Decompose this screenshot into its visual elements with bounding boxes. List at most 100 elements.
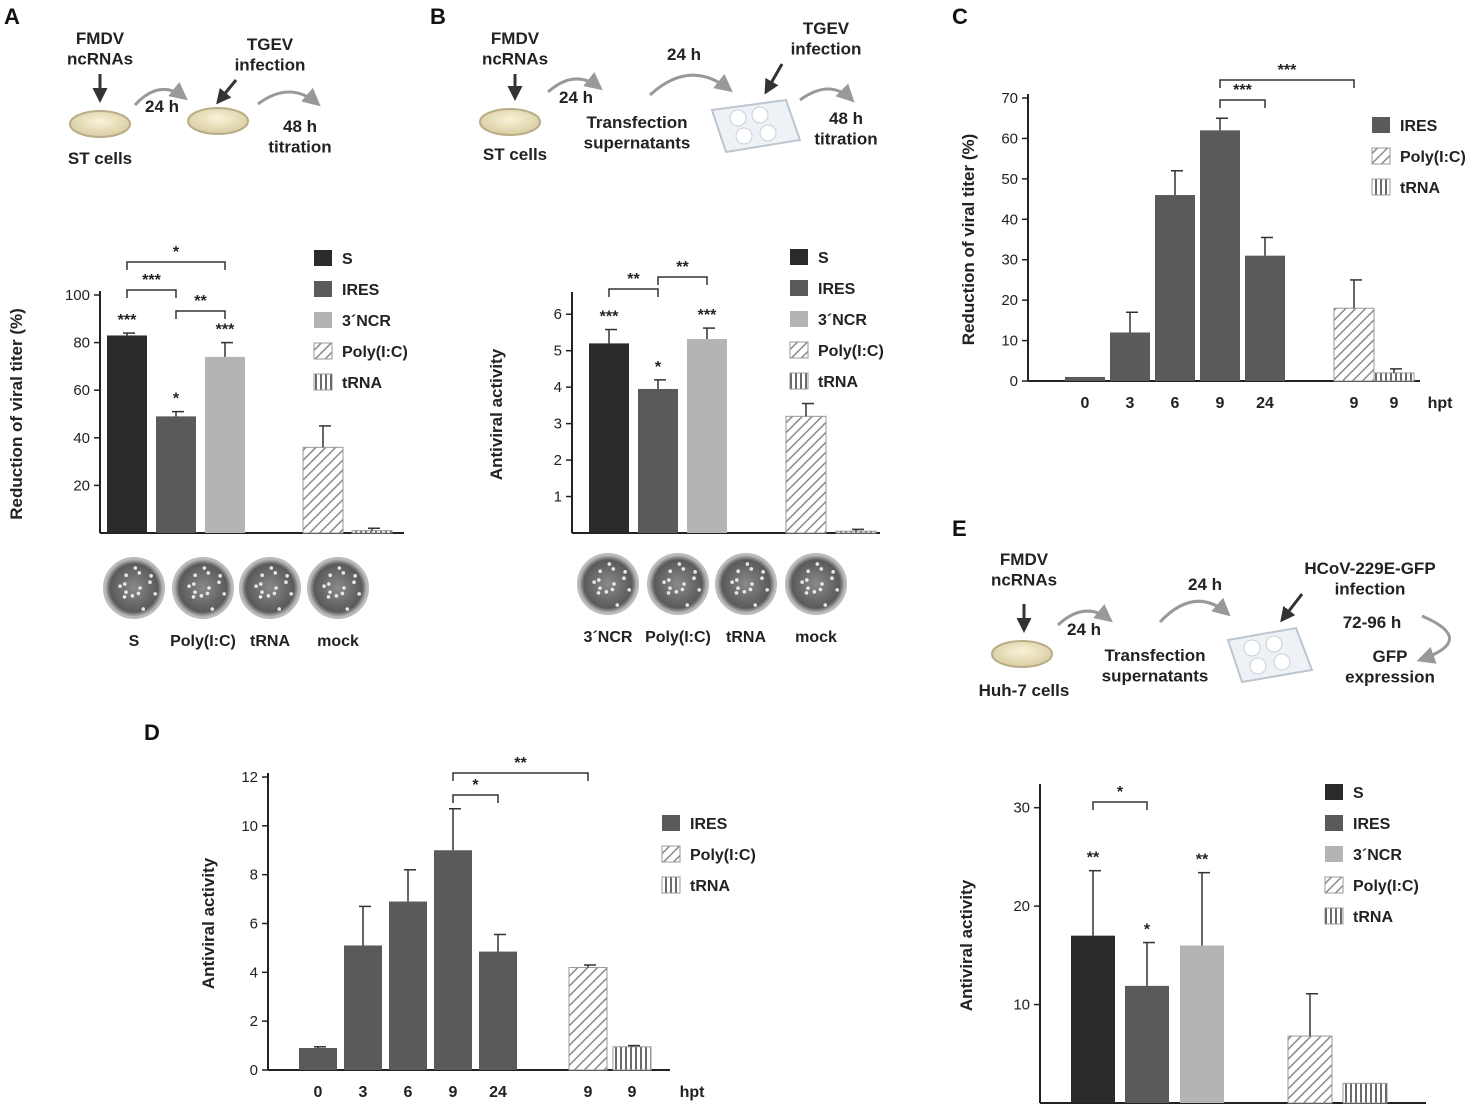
legend-label: IRES [342, 282, 380, 299]
significance-label: * [1144, 922, 1151, 939]
bracket-line [452, 772, 589, 781]
plaque-well [103, 557, 165, 619]
plaque-dot [627, 588, 632, 592]
petri-dish-icon [187, 107, 249, 135]
plaque-dot [668, 586, 672, 590]
plaque-dot [674, 590, 679, 594]
schematic-a: A FMDV ncRNAs ST cells 24 h TGEV infection… [4, 4, 332, 168]
bracket-line [1219, 79, 1355, 88]
y-tick-label: 4 [250, 964, 258, 981]
plaque-dot [623, 570, 627, 574]
legend-label: S [342, 251, 353, 268]
infection-label: TGEV infection [235, 35, 306, 74]
y-tick-label: 3 [554, 416, 562, 433]
legend-label: tRNA [818, 374, 858, 391]
schematic-b: B FMDV ncRNAs ST cells 24 h Transfection s… [430, 4, 878, 164]
x-tick-label: 9 [1216, 395, 1225, 412]
bar [568, 966, 608, 1071]
plaque-dot [818, 587, 823, 592]
panel-label-e: E [952, 516, 967, 541]
legend-label: Poly(I:C) [690, 847, 756, 864]
plaque-dot [607, 562, 612, 566]
y-tick-label: 5 [554, 343, 562, 360]
plaque-dot [148, 580, 152, 585]
x-tick-label: 6 [404, 1084, 413, 1101]
legend-swatch [313, 373, 333, 391]
plaque-dot [153, 592, 158, 596]
plaque-dot [206, 571, 211, 575]
plaque-label: mock [795, 629, 837, 646]
plaque-dot [133, 566, 138, 570]
legend-swatch [1325, 815, 1343, 831]
bar-trna [612, 1044, 652, 1071]
bar [1200, 130, 1240, 381]
plaque-dot [598, 586, 602, 590]
plaque-image [785, 553, 847, 615]
bracket-line [1092, 801, 1148, 810]
plaque-dot [596, 591, 601, 595]
legend-label: S [818, 250, 829, 267]
x-unit-label: hpt [680, 1084, 706, 1101]
bar [107, 335, 147, 533]
x-tick-label: 24 [489, 1084, 507, 1101]
bracket-significance: ** [627, 271, 640, 288]
bar-polyic [302, 425, 344, 534]
bar-trna [1342, 1082, 1388, 1104]
bracket-significance: ** [514, 755, 527, 772]
plaque-image [172, 557, 234, 619]
bracket-significance: *** [1278, 62, 1297, 79]
bracket-significance: *** [142, 272, 161, 289]
legend-swatch [790, 280, 808, 296]
plaque-dot [207, 586, 211, 590]
bar-ires [1065, 376, 1105, 381]
plaque-dot [192, 582, 196, 586]
legend-swatch [1325, 846, 1343, 862]
plaque-dot [274, 586, 278, 590]
plaque-dot [800, 580, 804, 584]
bar-3ncr: ** [1180, 852, 1224, 1103]
cells-label: ST cells [68, 149, 132, 168]
plaque-label: Poly(I:C) [170, 633, 236, 650]
plaque-label: tRNA [250, 633, 290, 650]
x-tick-label: 9 [449, 1084, 458, 1101]
bar-ires [1245, 236, 1285, 381]
plaque-dot [122, 595, 127, 599]
y-tick-label: 2 [250, 1013, 258, 1030]
infection-label: TGEV infection [791, 19, 862, 58]
legend-swatch [789, 341, 809, 359]
plaque-dot [735, 578, 739, 582]
y-tick-label: 50 [1001, 171, 1018, 188]
bracket-line [1219, 99, 1266, 108]
legend-swatch [1371, 147, 1391, 165]
plaque-dot [137, 571, 142, 575]
plaque-dot [612, 582, 616, 586]
plaque-dot [831, 570, 835, 574]
plaque-dot [812, 590, 817, 594]
plaque-dot [352, 580, 356, 585]
bar [785, 415, 827, 534]
bracket-line [126, 289, 177, 298]
comparison-bracket: * [1092, 784, 1148, 810]
time-24h-label: 24 h [145, 97, 179, 116]
legend-label: tRNA [690, 878, 730, 895]
plaque-dot [745, 562, 750, 566]
legend-swatch [313, 342, 333, 360]
significance-label: *** [216, 322, 235, 339]
bar-trna [1373, 368, 1415, 382]
plaque-image [715, 553, 777, 615]
comparison-bracket: ** [657, 259, 708, 285]
bar-3ncr: *** [205, 322, 245, 533]
time-24h-label: 24 h [1067, 620, 1101, 639]
petri-dish-icon [479, 108, 541, 136]
plaque-dot [136, 591, 141, 596]
x-tick-label: 3 [359, 1084, 368, 1101]
plaque-dot [750, 582, 754, 586]
y-tick-label: 8 [250, 867, 258, 884]
bar-ires: * [638, 359, 678, 533]
y-tick-label: 60 [1001, 130, 1018, 147]
bar-ires [479, 933, 517, 1070]
plaque-dot [254, 584, 258, 588]
bar-s: *** [107, 312, 147, 533]
plaque-dot [259, 582, 263, 586]
